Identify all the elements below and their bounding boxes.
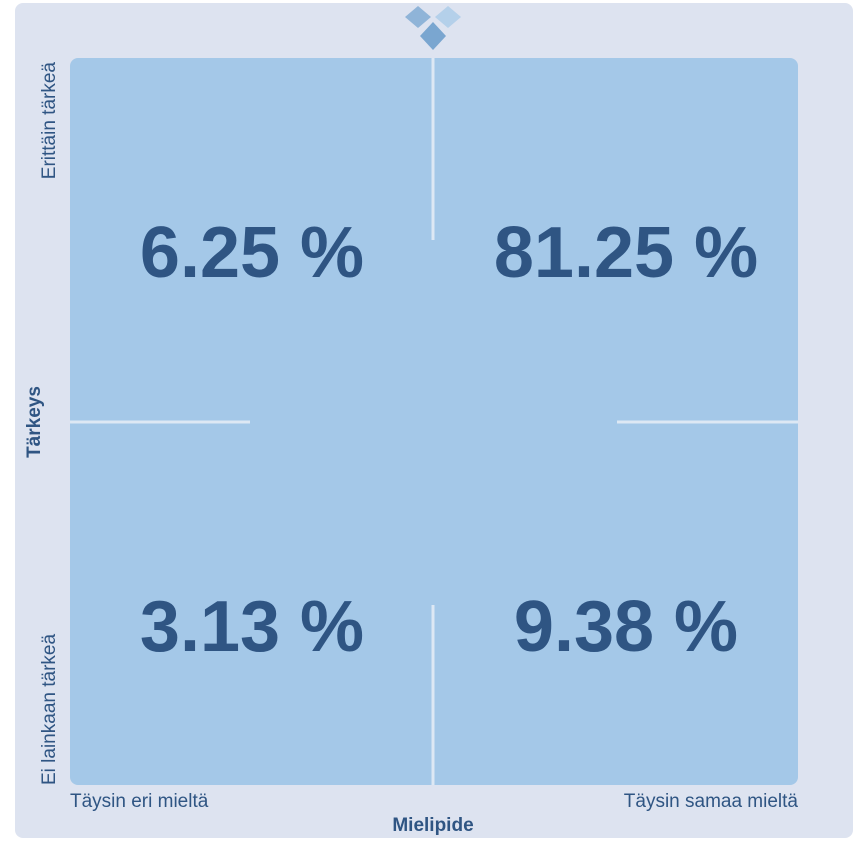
quadrant-value: 9.38 % [514,587,738,667]
quadrant-value: 81.25 % [494,213,758,293]
x-high-label: Täysin samaa mieltä [624,791,799,812]
plot-area [70,58,798,785]
x-axis-title: Mielipide [392,815,473,836]
quadrant-value: 3.13 % [140,587,364,667]
y-low-label: Ei lainkaan tärkeä [39,634,60,785]
logo [405,6,461,50]
quadrant-value: 6.25 % [140,213,364,293]
y-axis-title: Tärkeys [24,386,45,458]
x-low-label: Täysin eri mieltä [70,791,209,812]
y-high-label: Erittäin tärkeä [39,62,60,180]
